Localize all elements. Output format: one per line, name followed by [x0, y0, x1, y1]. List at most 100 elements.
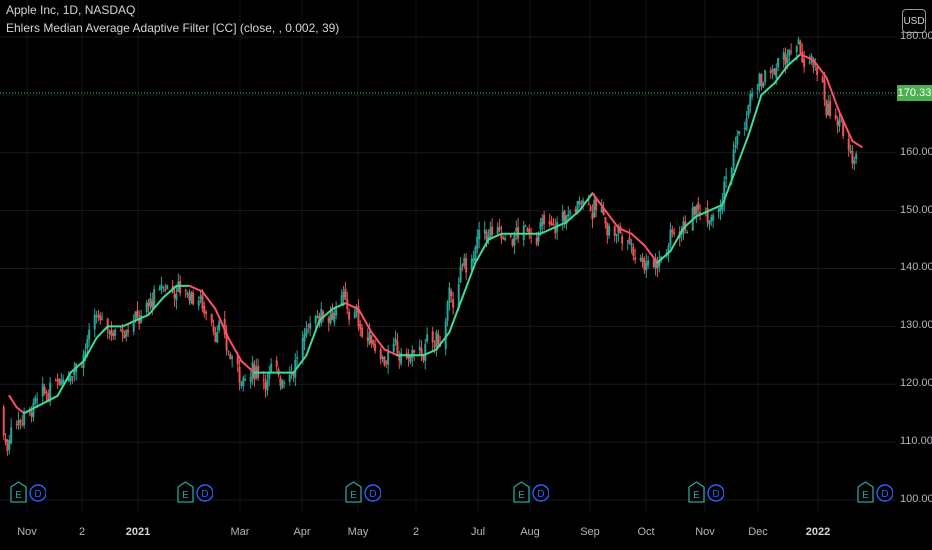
candle-body: [229, 353, 232, 360]
candle-body: [426, 334, 429, 342]
candle-body: [199, 296, 202, 300]
dividend-icon[interactable]: D: [707, 481, 724, 503]
candle-body: [281, 380, 284, 389]
filter-line-segment: [773, 64, 789, 85]
candle-body: [370, 335, 373, 344]
candle-body: [186, 292, 189, 295]
earnings-label: E: [862, 490, 869, 501]
candle-body: [316, 316, 319, 319]
candle-body: [667, 245, 670, 254]
candle-body: [385, 361, 388, 364]
candle-body: [342, 291, 345, 298]
candle-body: [10, 427, 13, 444]
candle-body: [706, 207, 709, 223]
filter-line-segment: [23, 406, 37, 415]
last-price-label: 170.33: [897, 84, 932, 101]
candle-body: [587, 203, 590, 205]
price-chart[interactable]: [0, 0, 896, 512]
filter-line-segment: [682, 215, 698, 229]
candle-body: [4, 438, 7, 442]
candle-body: [418, 346, 421, 351]
candle-body: [381, 357, 384, 359]
candle-body: [184, 289, 187, 292]
candle-body: [472, 258, 475, 262]
candle-body: [374, 343, 377, 351]
filter-line-segment: [15, 406, 26, 415]
candle-body: [613, 226, 616, 236]
candle-body: [108, 331, 111, 334]
candle-body: [680, 232, 683, 235]
earnings-icon[interactable]: E: [345, 481, 362, 503]
candle-body: [372, 340, 375, 345]
candle-body: [498, 227, 501, 230]
candle-body: [95, 316, 98, 318]
candle-body: [203, 305, 206, 314]
dividend-icon[interactable]: D: [29, 481, 46, 503]
candle-body: [435, 332, 438, 349]
currency-button[interactable]: USD: [902, 9, 926, 33]
filter-line-segment: [201, 290, 217, 310]
candle-body: [177, 281, 180, 293]
earnings-icon[interactable]: E: [177, 481, 194, 503]
candle-body: [693, 206, 696, 215]
candle-body: [392, 343, 395, 353]
candle-body: [368, 331, 371, 344]
candle-body: [853, 160, 856, 165]
candle-body: [34, 397, 37, 404]
candle-body: [340, 295, 343, 305]
candle-body: [582, 200, 585, 204]
candle-body: [524, 225, 527, 227]
filter-line-segment: [708, 203, 724, 212]
dividend-icon[interactable]: D: [876, 481, 893, 503]
candle-body: [567, 213, 570, 217]
indicator-legend[interactable]: Ehlers Median Average Adaptive Filter [C…: [6, 21, 340, 35]
dividend-icon[interactable]: D: [196, 481, 213, 503]
dividend-icon[interactable]: D: [364, 481, 381, 503]
chart-pane[interactable]: [0, 0, 896, 512]
candle-body: [175, 293, 178, 301]
filter-line-segment: [240, 360, 256, 374]
candle-body: [855, 153, 858, 160]
candle-body: [2, 406, 5, 436]
earnings-icon[interactable]: E: [688, 481, 705, 503]
candle-body: [823, 80, 826, 101]
candle-body: [249, 376, 252, 383]
candle-body: [348, 311, 351, 320]
candle-body: [47, 393, 50, 402]
candle-body: [561, 211, 564, 222]
filter-line-segment: [34, 400, 48, 409]
candle-body: [136, 310, 139, 318]
candle-body: [151, 300, 154, 309]
candle-body: [301, 337, 304, 358]
dividend-label: D: [34, 489, 41, 500]
candle-body: [513, 233, 516, 246]
filter-line-segment: [422, 348, 438, 357]
candle-body: [264, 382, 267, 389]
candle-body: [210, 313, 213, 323]
candle-body: [528, 229, 531, 235]
candle-body: [56, 379, 59, 381]
earnings-icon[interactable]: E: [857, 481, 874, 503]
time-tick-label: 2021: [125, 526, 151, 538]
candle-body: [652, 259, 655, 268]
time-tick-label: Sep: [580, 526, 600, 538]
time-tick-label: Aug: [520, 526, 540, 538]
candle-body: [632, 246, 635, 256]
candle-body: [747, 104, 750, 117]
earnings-icon[interactable]: E: [10, 481, 27, 503]
filter-line-segment: [487, 232, 503, 241]
candle-body: [394, 339, 397, 343]
candle-body: [602, 209, 605, 216]
earnings-icon[interactable]: E: [513, 481, 530, 503]
filter-line-segment: [552, 221, 568, 229]
candle-body: [188, 294, 191, 301]
dividend-icon[interactable]: D: [532, 481, 549, 503]
candle-body: [446, 302, 449, 321]
candle-body: [671, 229, 674, 233]
candle-body: [656, 260, 659, 269]
candle-body: [630, 243, 633, 246]
candle-body: [275, 360, 278, 368]
candle-body: [502, 238, 505, 240]
candle-body: [589, 206, 592, 211]
candle-body: [814, 64, 817, 66]
